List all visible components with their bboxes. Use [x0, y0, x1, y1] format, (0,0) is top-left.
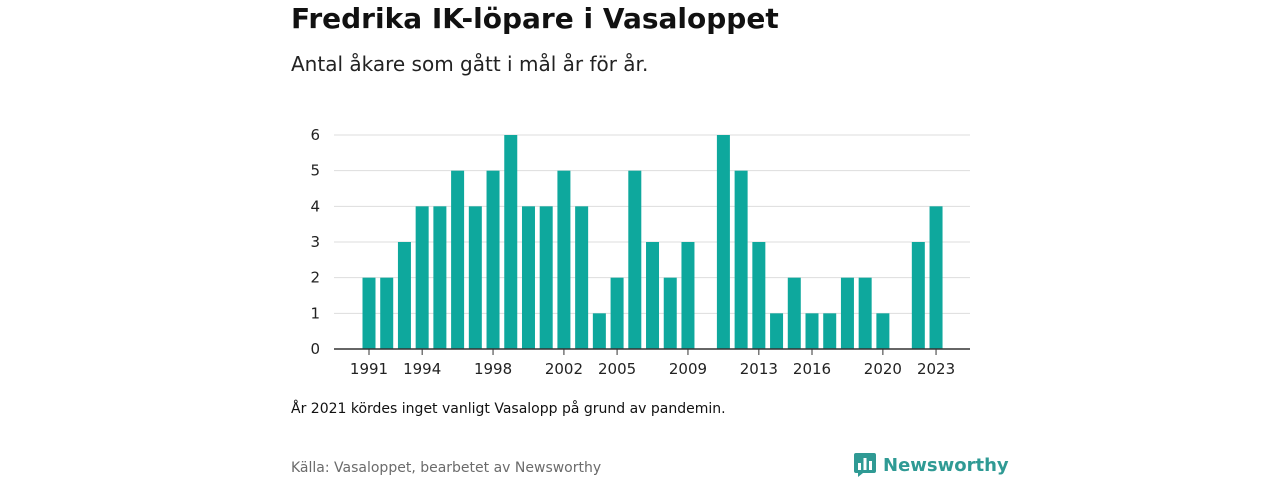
bar-2022 — [911, 242, 925, 349]
bar-2023 — [929, 206, 943, 349]
bar-2014 — [770, 313, 784, 349]
bar-2012 — [734, 170, 748, 349]
bar-2008 — [663, 277, 677, 349]
y-tick-label: 4 — [310, 197, 320, 215]
y-tick-label: 5 — [310, 162, 320, 180]
y-axis-tick-labels: 0 1 2 3 4 5 6 — [310, 126, 320, 358]
x-tick-label: 1991 — [350, 360, 388, 378]
chart-title: Fredrika IK-löpare i Vasaloppet — [291, 2, 779, 35]
bar-1992 — [380, 277, 394, 349]
y-tick-label: 2 — [310, 269, 320, 287]
bar-1999 — [504, 135, 518, 349]
y-tick-label: 1 — [310, 304, 320, 322]
y-tick-label: 6 — [310, 126, 320, 144]
bar-2001 — [539, 206, 553, 349]
bar-1998 — [486, 170, 500, 349]
y-tick-label: 3 — [310, 233, 320, 251]
newsworthy-logo[interactable]: Newsworthy — [853, 452, 1009, 478]
x-tick-label: 2002 — [545, 360, 583, 378]
bar-2018 — [840, 277, 854, 349]
x-tick-label: 1998 — [474, 360, 512, 378]
source-credit: Källa: Vasaloppet, bearbetet av Newswort… — [291, 460, 602, 476]
bar-2016 — [805, 313, 819, 349]
bar-1996 — [451, 170, 465, 349]
bar-chart: 0 1 2 3 4 5 6 1991 1994 1998 2002 2005 2009 2013 2016… — [310, 126, 970, 378]
bar-2017 — [823, 313, 837, 349]
x-tick-label: 1994 — [403, 360, 441, 378]
bar-1997 — [468, 206, 482, 349]
y-tick-label: 0 — [310, 340, 320, 358]
bar-2005 — [610, 277, 624, 349]
bar-2020 — [876, 313, 890, 349]
bar-2003 — [575, 206, 589, 349]
x-tick-label: 2016 — [793, 360, 831, 378]
bar-2011 — [716, 135, 730, 349]
bar-2013 — [752, 242, 766, 349]
x-tick-label: 2009 — [669, 360, 707, 378]
brand-name: Newsworthy — [883, 454, 1009, 476]
bar-2002 — [557, 170, 571, 349]
bar-1991 — [362, 277, 376, 349]
bar-2006 — [628, 170, 642, 349]
bar-2015 — [787, 277, 801, 349]
bar-2004 — [592, 313, 606, 349]
bar-2019 — [858, 277, 872, 349]
x-axis-ticks: 1991 1994 1998 2002 2005 2009 2013 2016 2020 2023 — [350, 349, 955, 378]
x-tick-label: 2023 — [917, 360, 955, 378]
bar-1994 — [415, 206, 429, 349]
bar-1993 — [397, 242, 411, 349]
chart-subtitle: Antal åkare som gått i mål år för år. — [291, 52, 649, 76]
bars — [362, 135, 943, 349]
x-tick-label: 2005 — [598, 360, 636, 378]
bar-2009 — [681, 242, 695, 349]
chart-note: År 2021 kördes inget vanligt Vasalopp på… — [291, 401, 726, 417]
bar-2000 — [521, 206, 535, 349]
bar-2007 — [646, 242, 660, 349]
bar-1995 — [433, 206, 447, 349]
x-tick-label: 2020 — [864, 360, 902, 378]
x-tick-label: 2013 — [740, 360, 778, 378]
newsworthy-bar-chart-logo-icon — [854, 453, 876, 477]
